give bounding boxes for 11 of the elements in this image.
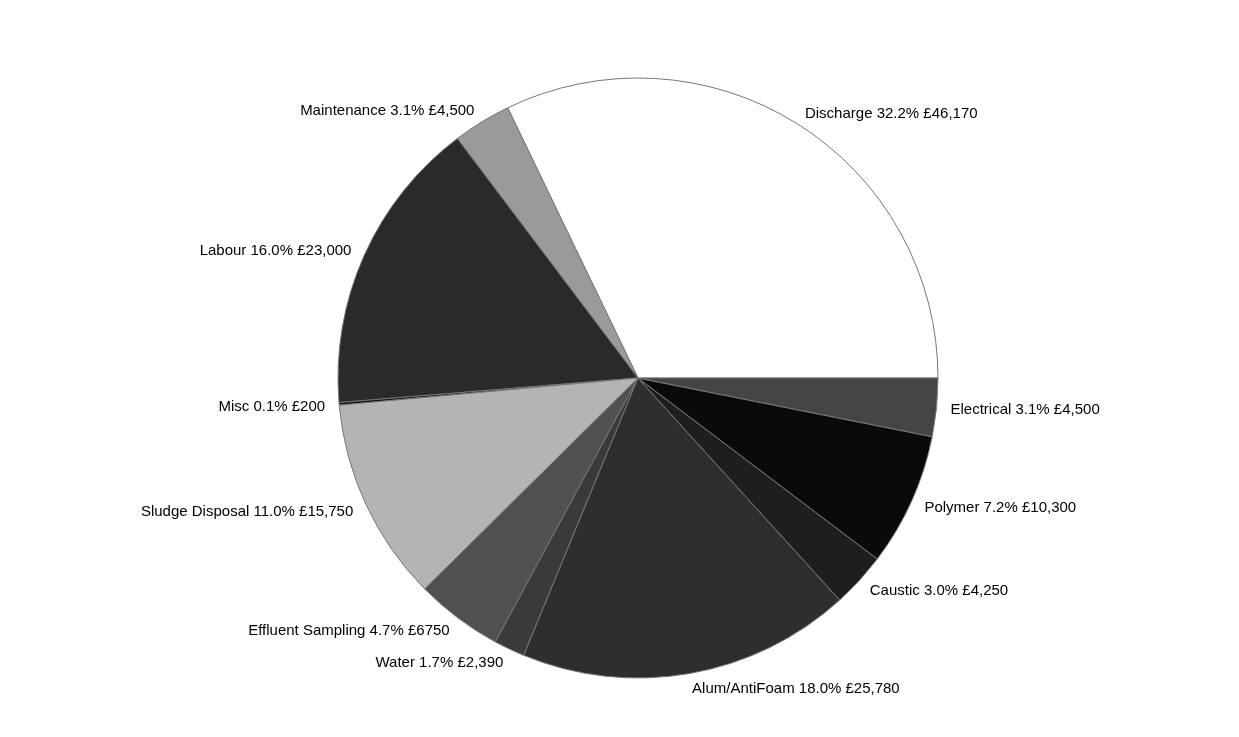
slice-label: Maintenance 3.1% £4,500 bbox=[300, 101, 475, 119]
slice-label: Sludge Disposal 11.0% £15,750 bbox=[140, 501, 354, 519]
slice-label: Electrical 3.1% £4,500 bbox=[950, 400, 1100, 418]
slice-label: Caustic 3.0% £4,250 bbox=[869, 581, 1009, 599]
slice-label: Discharge 32.2% £46,170 bbox=[804, 103, 978, 121]
slice-label: Effluent Sampling 4.7% £6750 bbox=[248, 620, 450, 638]
slice-label: Alum/AntiFoam 18.0% £25,780 bbox=[692, 678, 900, 696]
slice-label: Water 1.7% £2,390 bbox=[375, 653, 504, 671]
slice-label: Polymer 7.2% £10,300 bbox=[924, 498, 1077, 516]
slice-label: Misc 0.1% £200 bbox=[218, 396, 326, 414]
slice-label: Labour 16.0% £23,000 bbox=[199, 241, 352, 259]
